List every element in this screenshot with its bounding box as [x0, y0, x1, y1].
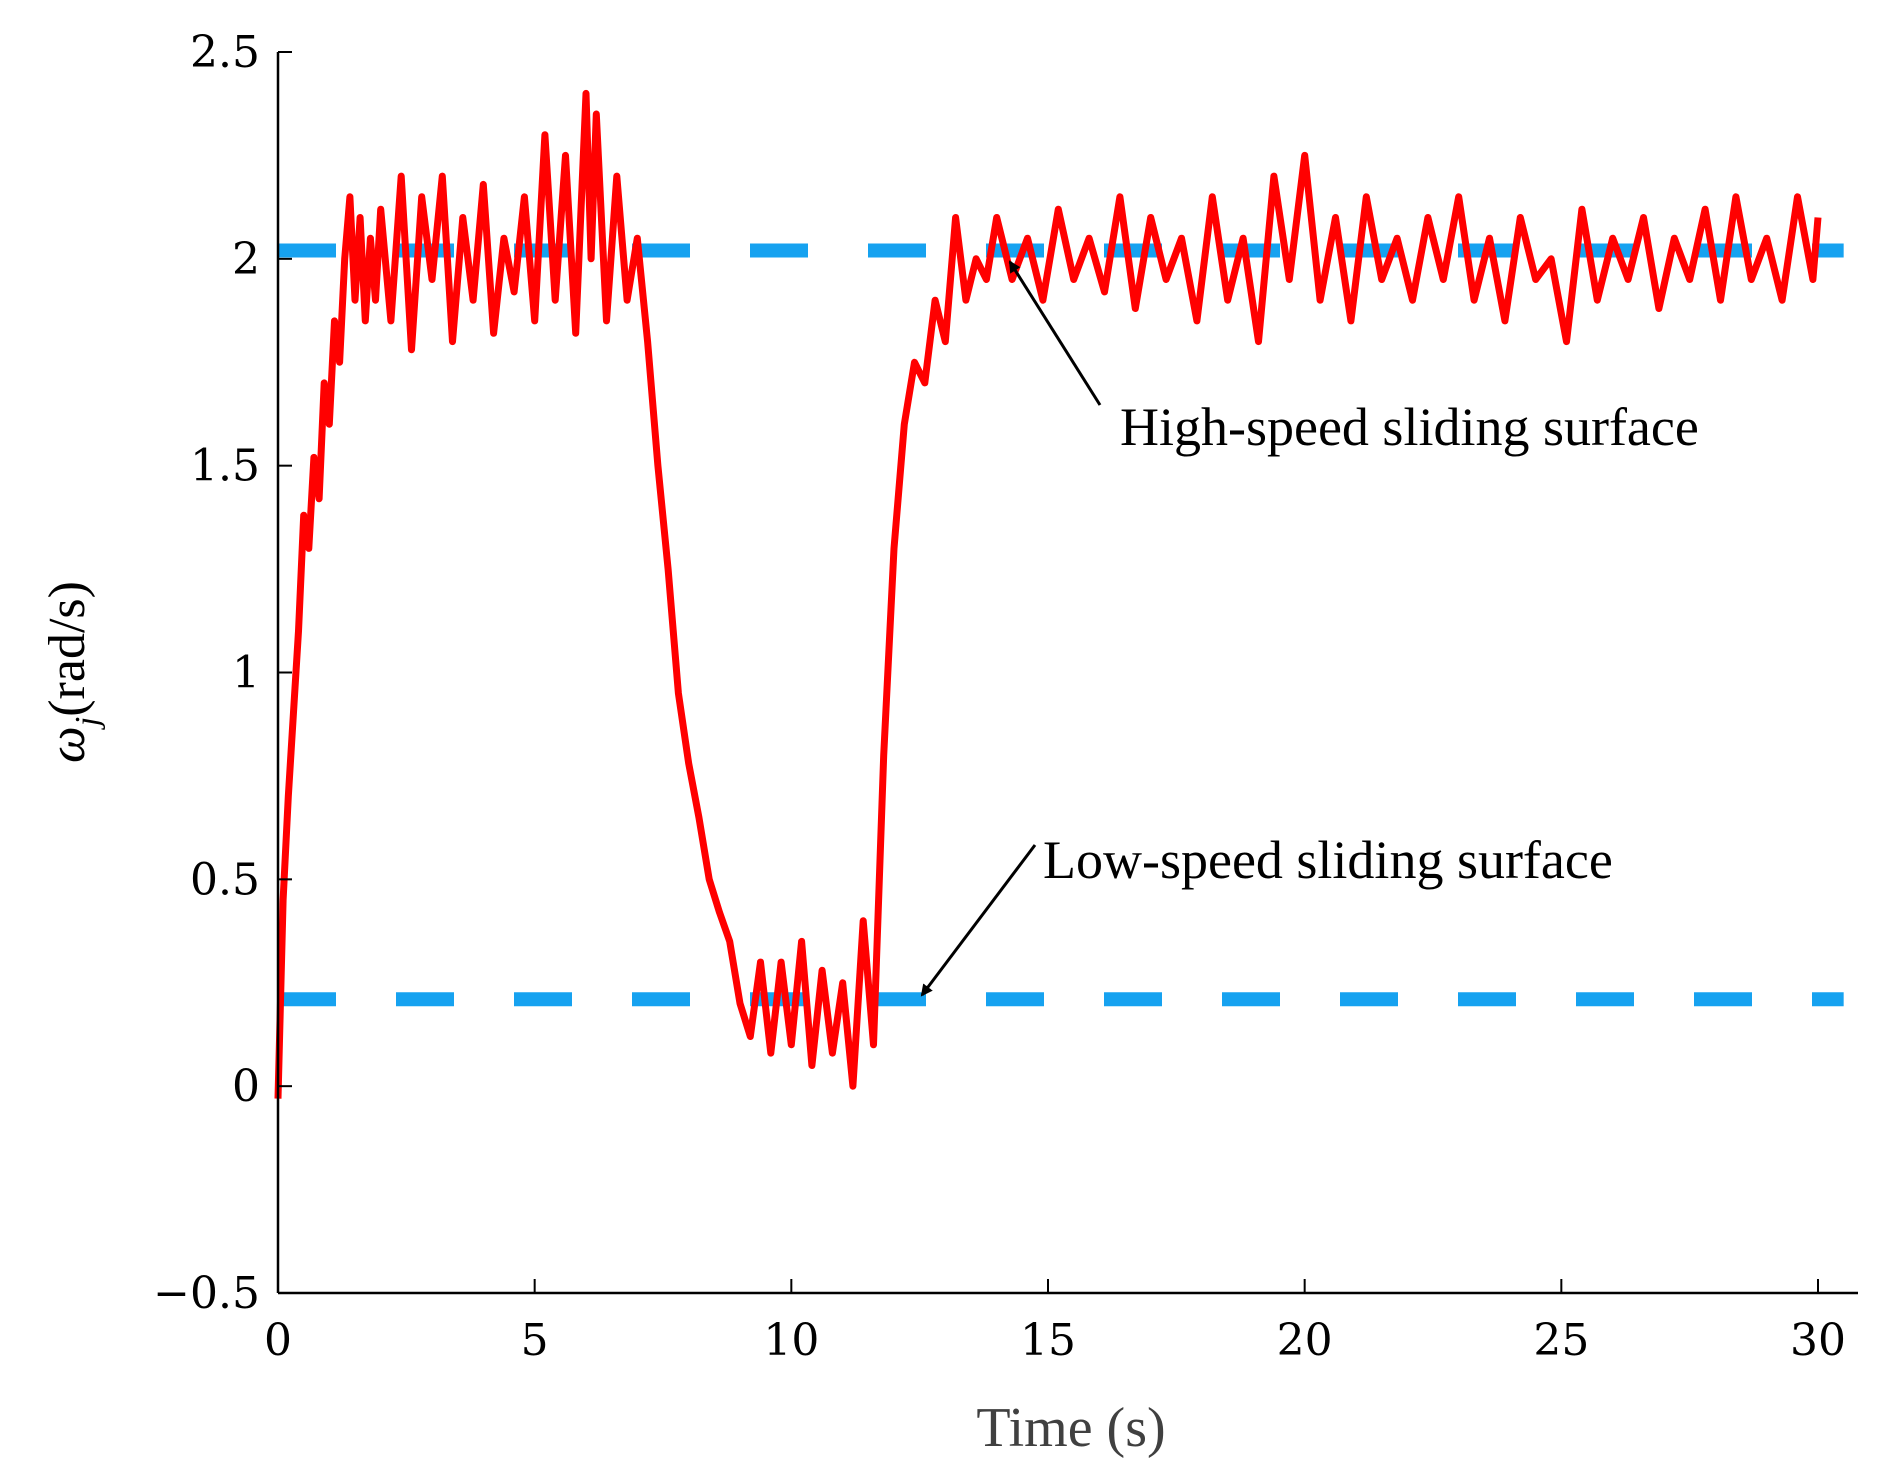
high-speed-arrow	[1008, 260, 1102, 406]
y-tick-label: −0.5	[153, 1268, 260, 1319]
x-tick-label: 0	[264, 1315, 292, 1366]
annotations: High-speed sliding surface Low-speed sli…	[920, 260, 1699, 997]
x-axis-title: Time (s)	[976, 1397, 1165, 1459]
x-tick-label: 15	[1020, 1315, 1076, 1366]
y-axis-subscript: j	[69, 717, 106, 730]
x-tick-label: 5	[521, 1315, 549, 1366]
low-speed-annotation: Low-speed sliding surface	[1043, 830, 1613, 890]
x-tick-label: 10	[763, 1315, 819, 1366]
plot-area	[274, 89, 1844, 1099]
ticks: 0 5 10 15 20 25 30−0.500.511.522.5	[153, 27, 1846, 1366]
low-speed-arrow	[920, 844, 1037, 997]
y-axis-unit: (rad/s)	[39, 581, 96, 717]
y-tick-label: 0.5	[190, 854, 260, 905]
y-tick-label: 1.5	[190, 441, 260, 492]
y-tick-label: 2	[232, 234, 260, 285]
svg-text:ωj(rad/s): ωj(rad/s)	[39, 581, 106, 763]
y-tick-label: 0	[232, 1061, 260, 1112]
y-tick-label: 1	[232, 648, 260, 699]
y-tick-label: 2.5	[190, 27, 260, 78]
x-tick-label: 20	[1277, 1315, 1333, 1366]
angular-velocity-line	[274, 89, 1822, 1099]
x-tick-label: 30	[1790, 1315, 1846, 1366]
y-axis-symbol: ω	[39, 726, 96, 763]
high-speed-annotation: High-speed sliding surface	[1120, 397, 1699, 457]
y-axis-title: ωj(rad/s)	[39, 581, 106, 763]
x-tick-label: 25	[1533, 1315, 1589, 1366]
